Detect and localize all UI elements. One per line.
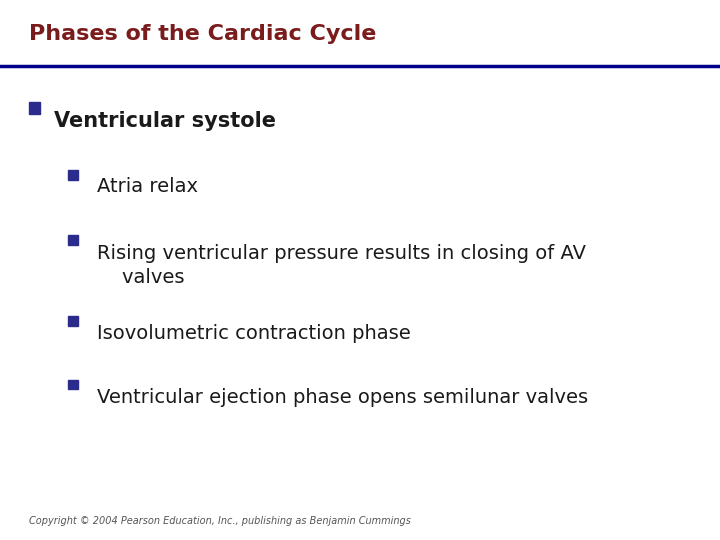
FancyBboxPatch shape bbox=[68, 235, 78, 245]
Text: Ventricular ejection phase opens semilunar valves: Ventricular ejection phase opens semilun… bbox=[97, 388, 588, 407]
Text: Rising ventricular pressure results in closing of AV
    valves: Rising ventricular pressure results in c… bbox=[97, 244, 586, 287]
FancyBboxPatch shape bbox=[68, 380, 78, 389]
Text: Phases of the Cardiac Cycle: Phases of the Cardiac Cycle bbox=[29, 24, 376, 44]
Text: Ventricular systole: Ventricular systole bbox=[54, 111, 276, 131]
Text: Copyright © 2004 Pearson Education, Inc., publishing as Benjamin Cummings: Copyright © 2004 Pearson Education, Inc.… bbox=[29, 516, 410, 526]
FancyBboxPatch shape bbox=[68, 316, 78, 326]
FancyBboxPatch shape bbox=[68, 170, 78, 180]
Text: Atria relax: Atria relax bbox=[97, 177, 198, 196]
Text: Isovolumetric contraction phase: Isovolumetric contraction phase bbox=[97, 324, 411, 343]
FancyBboxPatch shape bbox=[29, 102, 40, 114]
